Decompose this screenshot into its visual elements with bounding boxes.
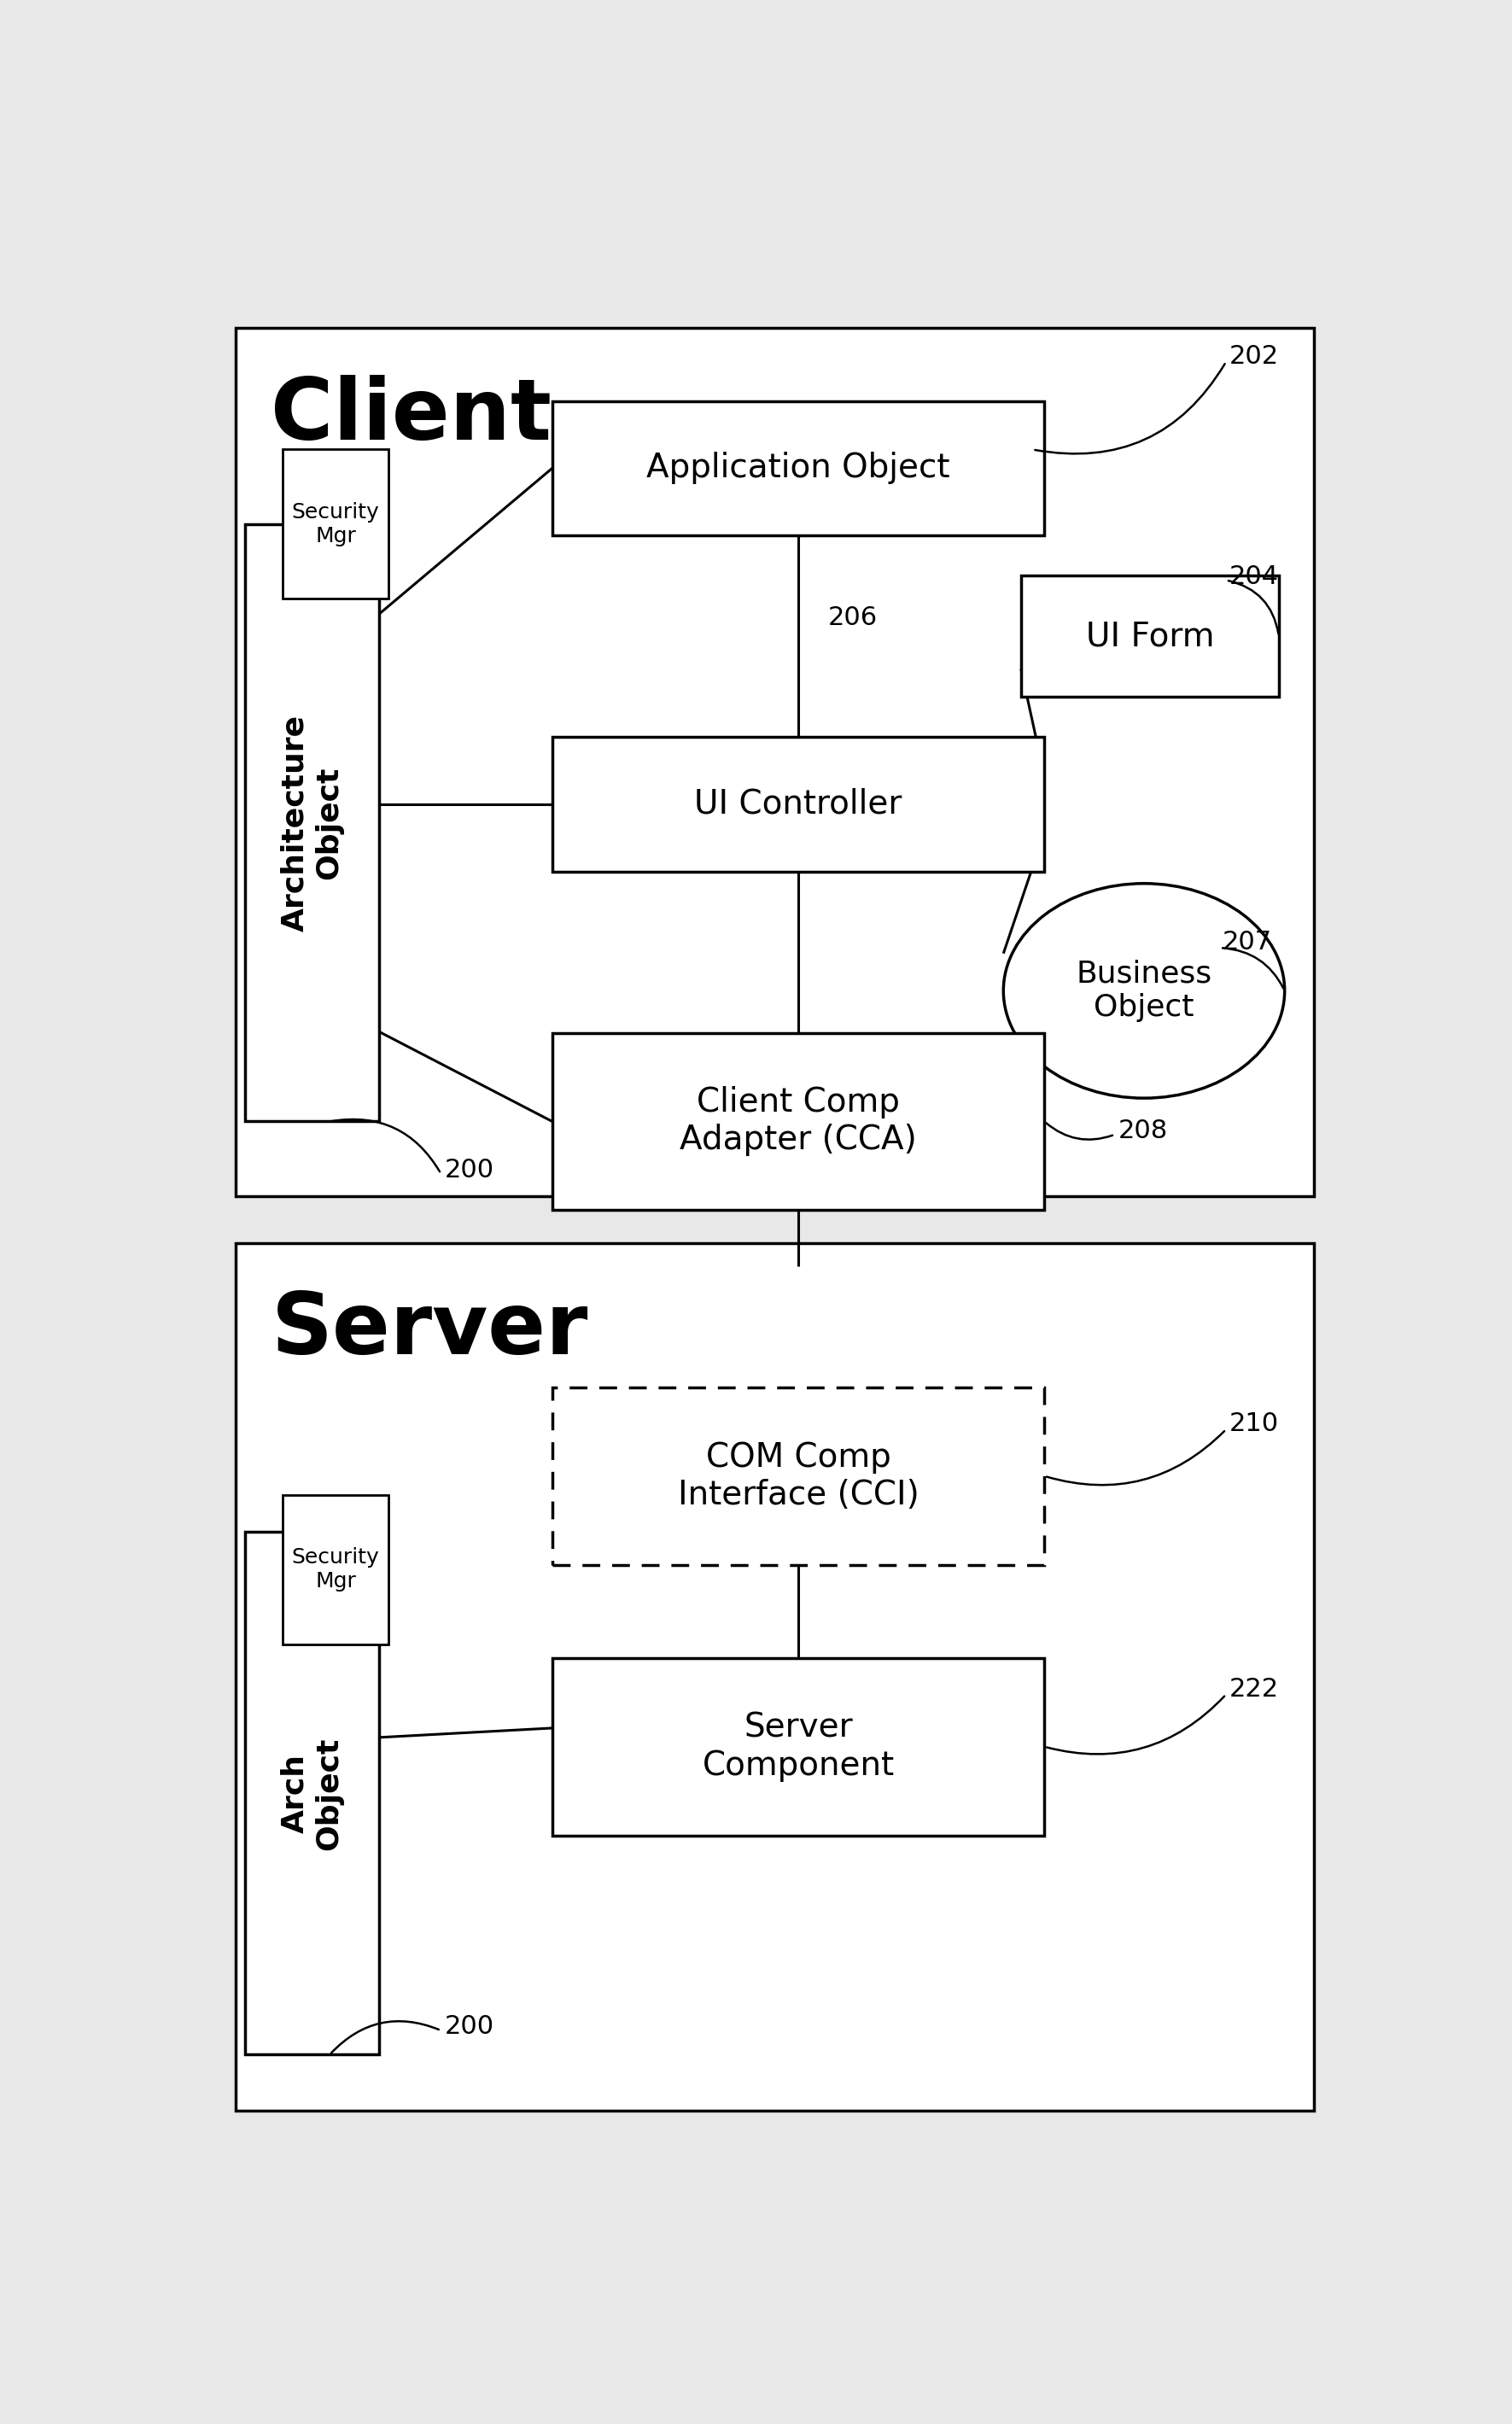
Text: 202: 202 — [1229, 344, 1279, 368]
Text: 204: 204 — [1229, 565, 1279, 589]
Bar — [245, 524, 380, 1122]
Bar — [283, 448, 389, 599]
Text: Business
Object: Business Object — [1077, 960, 1213, 1023]
Bar — [1021, 574, 1279, 696]
Text: Security
Mgr: Security Mgr — [292, 502, 380, 545]
Text: Security
Mgr: Security Mgr — [292, 1547, 380, 1593]
Ellipse shape — [1004, 882, 1285, 1098]
Text: Client Comp
Adapter (CCA): Client Comp Adapter (CCA) — [680, 1086, 916, 1156]
Text: 222: 222 — [1229, 1677, 1279, 1702]
Bar — [552, 1658, 1045, 1835]
Text: 200: 200 — [445, 1159, 494, 1183]
Text: Server: Server — [271, 1290, 588, 1372]
Bar — [283, 1496, 389, 1643]
Bar — [236, 327, 1314, 1195]
Bar — [552, 1033, 1045, 1210]
Text: COM Comp
Interface (CCI): COM Comp Interface (CCI) — [677, 1442, 919, 1510]
Bar — [236, 1244, 1314, 2111]
Text: Arch
Object: Arch Object — [281, 1738, 343, 1850]
Text: 208: 208 — [1119, 1117, 1167, 1144]
Text: 206: 206 — [827, 606, 877, 630]
Text: Architecture
Object: Architecture Object — [281, 715, 343, 931]
Text: Client: Client — [271, 376, 552, 458]
Bar — [552, 400, 1045, 536]
Text: Application Object: Application Object — [647, 451, 950, 485]
Text: 207: 207 — [1223, 931, 1272, 955]
Text: 200: 200 — [445, 2014, 494, 2039]
Text: 210: 210 — [1229, 1411, 1279, 1435]
Bar — [245, 1532, 380, 2056]
Bar — [552, 737, 1045, 870]
Bar — [552, 1387, 1045, 1566]
Text: UI Controller: UI Controller — [694, 788, 903, 819]
Text: Server
Component: Server Component — [702, 1711, 895, 1782]
Text: UI Form: UI Form — [1086, 621, 1214, 652]
